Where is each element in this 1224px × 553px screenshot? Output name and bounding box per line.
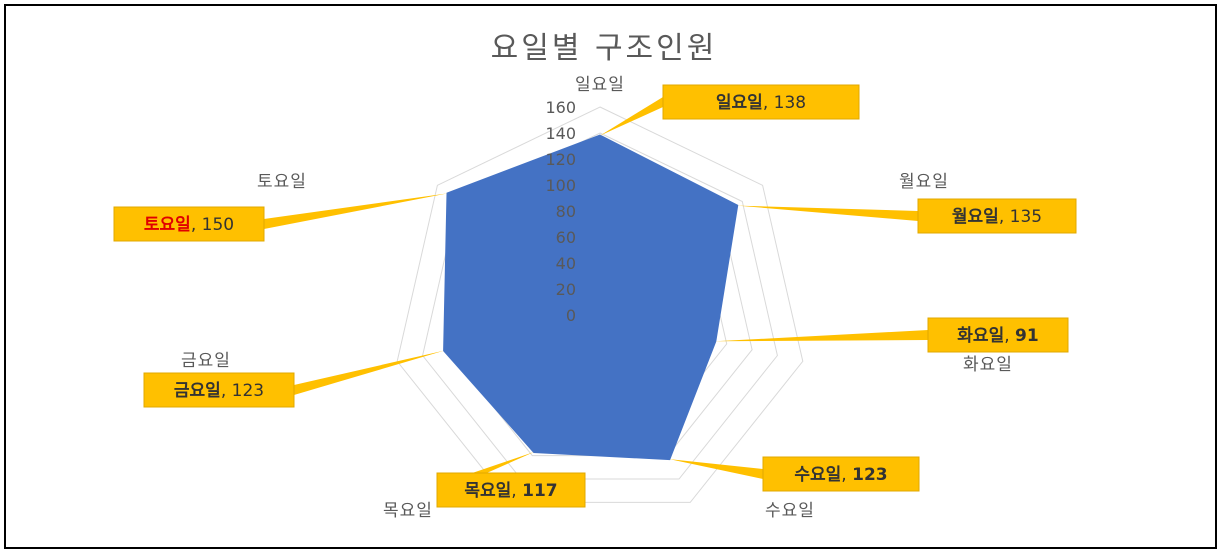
tick-label: 20 — [556, 280, 576, 299]
tick-label: 40 — [556, 254, 576, 273]
callout-box — [662, 84, 860, 120]
grid-ring — [396, 106, 804, 503]
data-label-value: 123 — [232, 381, 264, 401]
data-label-text: 일요일, 138 — [716, 93, 806, 113]
data-label-text: 목요일, 117 — [464, 481, 557, 501]
callout-leader — [737, 205, 918, 221]
data-label-separator: , — [221, 381, 232, 401]
data-label-3: 화요일, 91 — [715, 317, 1069, 353]
tick-label: 120 — [545, 150, 576, 169]
callout-leader — [669, 459, 763, 479]
callout-box — [917, 198, 1077, 234]
callout-box — [927, 317, 1069, 353]
tick-label: 160 — [545, 98, 576, 117]
tick-label: 100 — [545, 176, 576, 195]
series-area — [443, 134, 739, 461]
data-label-value: 91 — [1015, 326, 1039, 346]
data-label-separator: , — [999, 207, 1010, 227]
data-label-text: 화요일, 91 — [957, 326, 1038, 346]
data-label-5: 목요일, 117 — [436, 452, 586, 508]
data-label-value: 138 — [774, 93, 806, 113]
data-label-value: 135 — [1010, 207, 1042, 227]
category-label: 토요일 — [257, 172, 307, 192]
data-label-separator: , — [191, 215, 202, 235]
data-label-1: 일요일, 138 — [600, 84, 860, 136]
callout-box — [113, 206, 265, 242]
callout-box — [762, 456, 920, 492]
data-label-category: 금요일 — [174, 381, 221, 401]
data-label-category: 일요일 — [716, 93, 763, 113]
category-label: 화요일 — [963, 355, 1013, 375]
data-label-category: 토요일 — [144, 215, 191, 235]
data-label-callouts: 일요일, 138 월요일, 135 화요일, 91 수요일, 123 목요일, 117 금… — [113, 84, 1077, 508]
data-label-category: 월요일 — [952, 207, 999, 227]
data-label-separator: , — [763, 93, 774, 113]
category-label: 수요일 — [765, 501, 815, 521]
data-label-separator: , — [1004, 326, 1015, 346]
chart-title: 요일별 구조인원 — [491, 31, 718, 66]
callout-leader — [264, 193, 448, 229]
data-label-text: 토요일, 150 — [144, 215, 234, 235]
category-label: 일요일 — [575, 75, 625, 95]
tick-label: 140 — [545, 124, 576, 143]
data-label-separator: , — [511, 481, 522, 501]
data-label-text: 금요일, 123 — [174, 381, 264, 401]
data-label-value: 123 — [852, 465, 888, 485]
callout-leader — [294, 350, 445, 395]
data-label-value: 150 — [202, 215, 234, 235]
data-label-value: 117 — [522, 481, 558, 501]
callout-box — [436, 472, 586, 508]
data-label-separator: , — [841, 465, 852, 485]
series-polygon — [443, 134, 739, 461]
radar-chart: 요일별 구조인원 0 20 40 60 80 100 120 140 160 일요일월요일화요일… — [113, 31, 1077, 521]
callout-box — [143, 372, 295, 408]
data-label-4: 수요일, 123 — [669, 456, 920, 492]
data-label-category: 수요일 — [794, 465, 841, 485]
data-label-text: 월요일, 135 — [952, 207, 1042, 227]
data-label-text: 수요일, 123 — [794, 465, 887, 485]
data-label-7: 토요일, 150 — [113, 193, 448, 242]
callout-leader — [715, 330, 928, 342]
data-label-category: 목요일 — [464, 481, 511, 501]
data-label-2: 월요일, 135 — [737, 198, 1077, 234]
data-label-category: 화요일 — [957, 326, 1004, 346]
tick-label: 0 — [566, 306, 576, 325]
tick-label: 60 — [556, 228, 576, 247]
callout-leader — [600, 97, 663, 136]
category-label: 목요일 — [383, 501, 433, 521]
category-label: 금요일 — [181, 351, 231, 371]
category-label: 월요일 — [899, 172, 949, 192]
data-label-6: 금요일, 123 — [143, 350, 445, 408]
tick-label: 80 — [556, 202, 576, 221]
axis-ticks: 0 20 40 60 80 100 120 140 160 — [545, 98, 576, 325]
